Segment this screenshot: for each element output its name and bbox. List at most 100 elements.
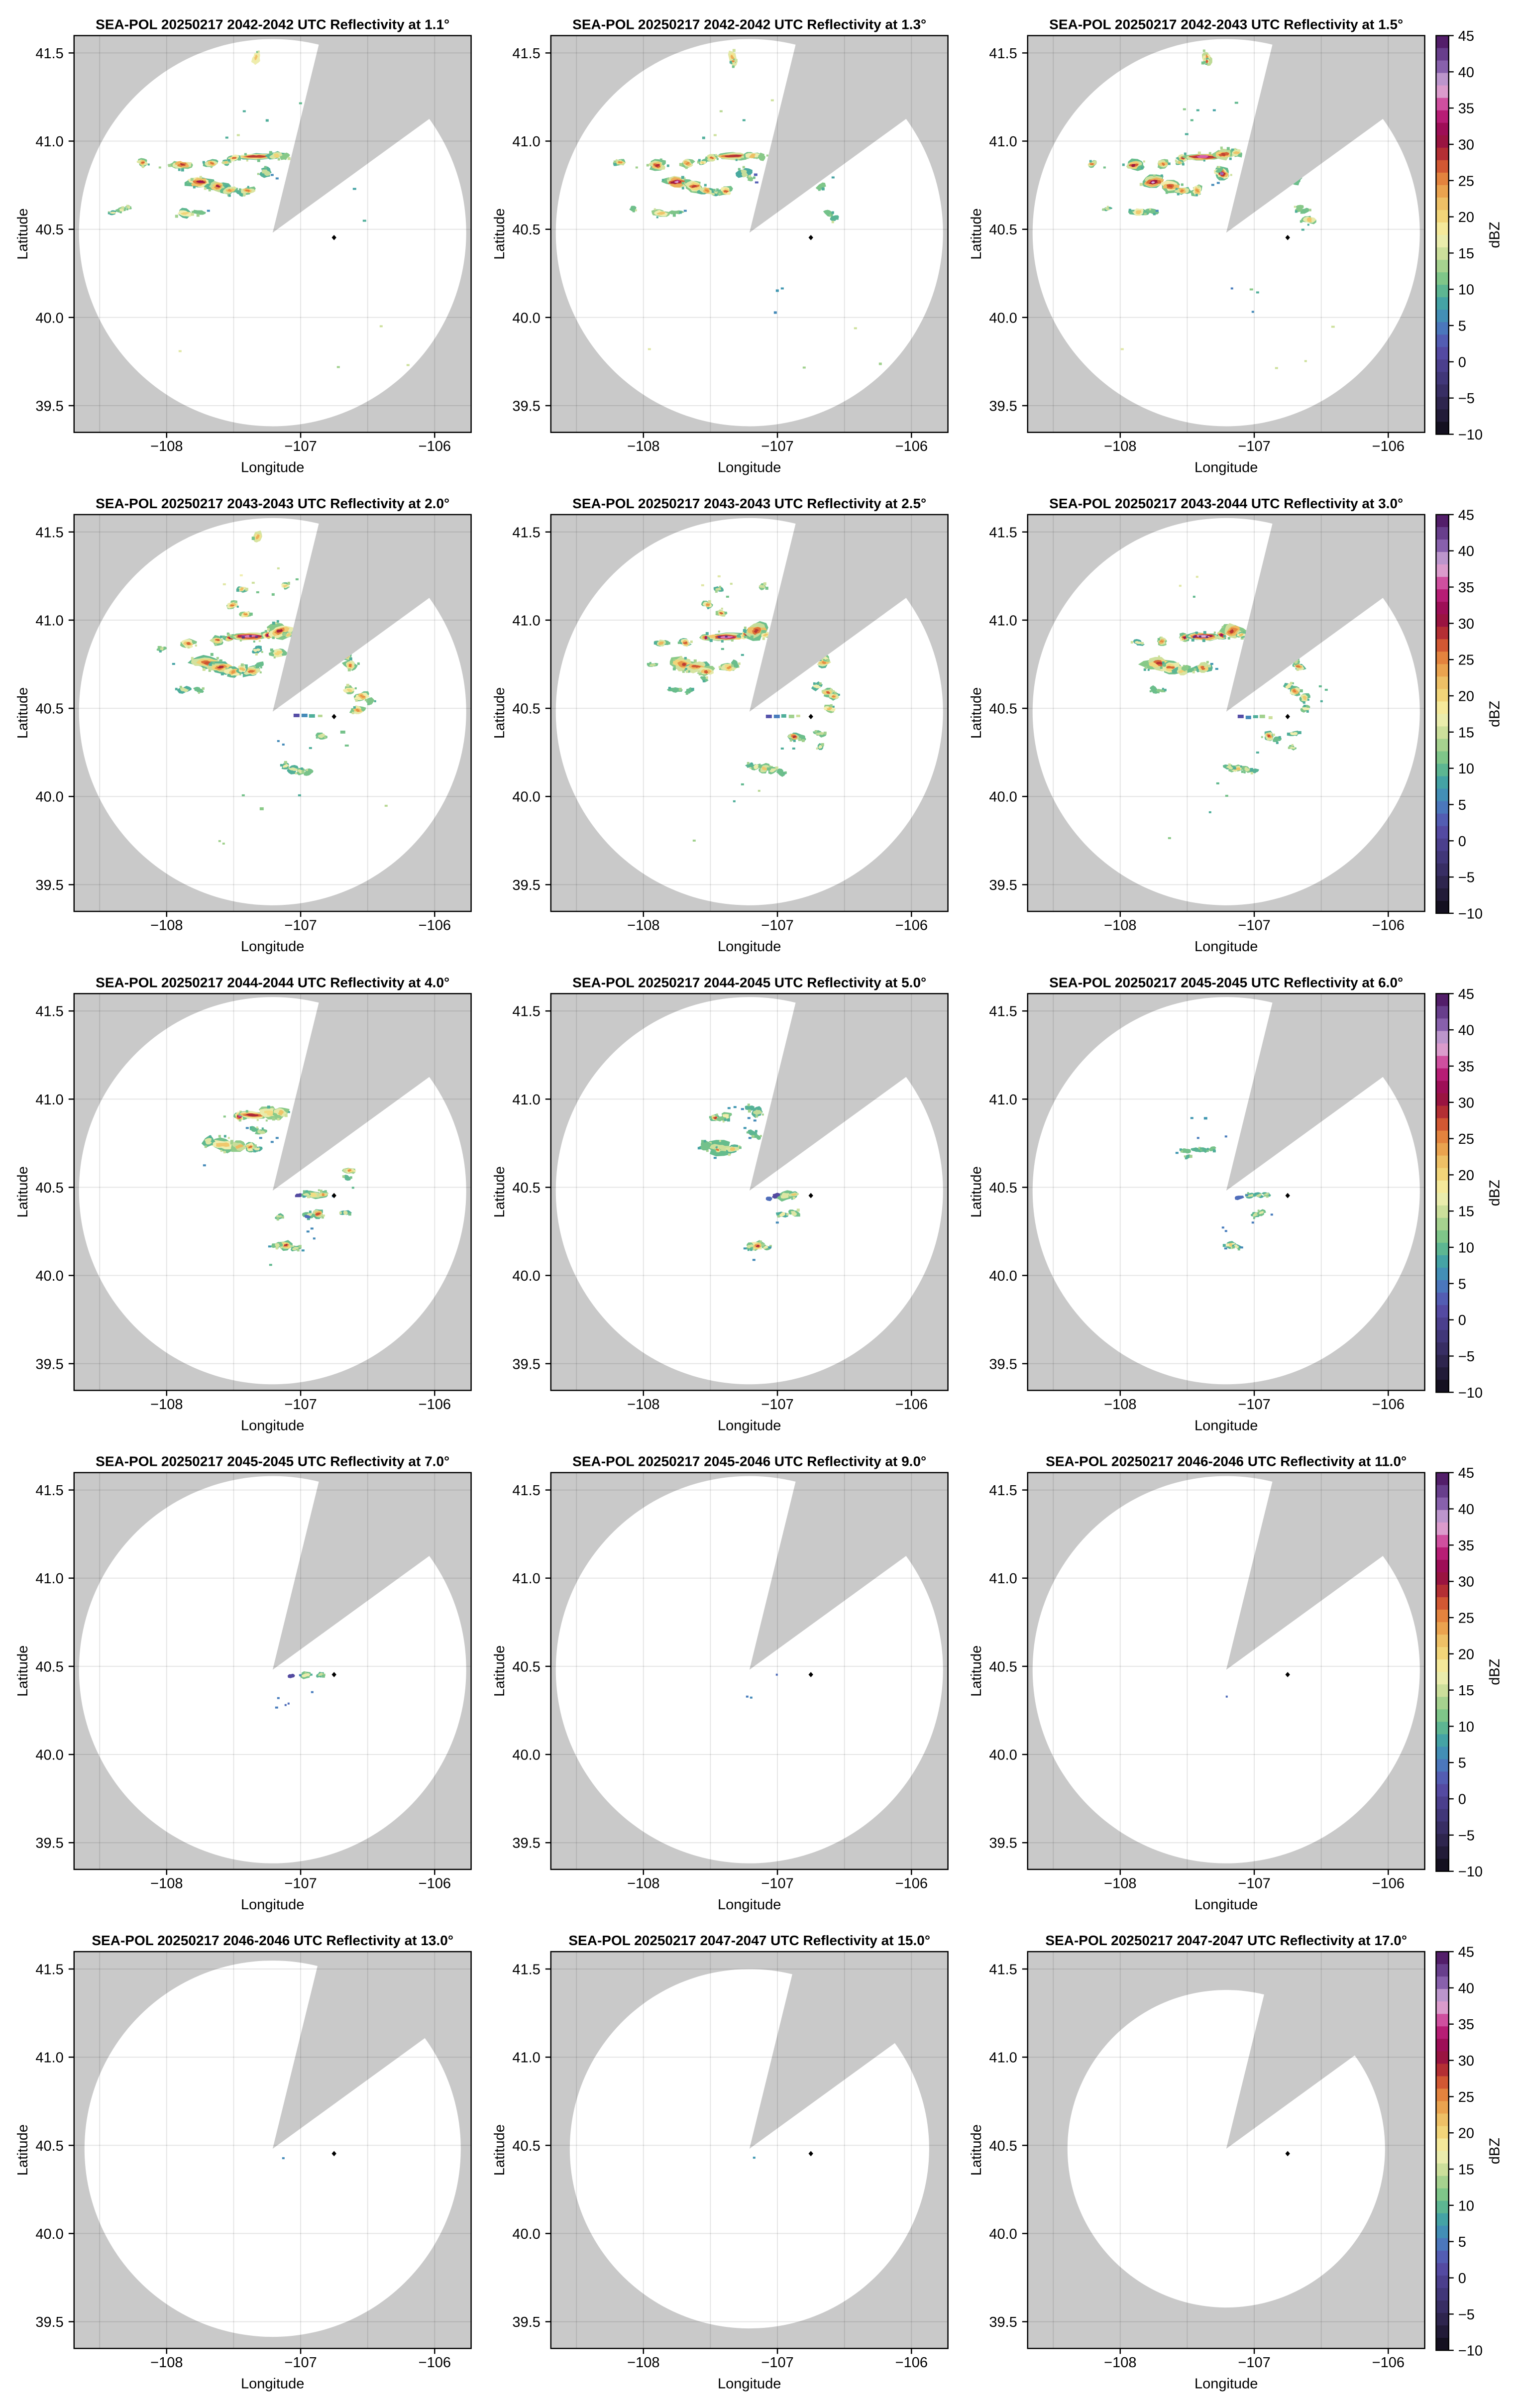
svg-text:41.5: 41.5	[35, 525, 63, 541]
svg-text:−107: −107	[1238, 2355, 1270, 2371]
svg-text:5: 5	[1458, 319, 1466, 334]
svg-text:40.0: 40.0	[512, 1268, 540, 1284]
svg-text:41.5: 41.5	[989, 46, 1017, 62]
svg-text:40.5: 40.5	[989, 2138, 1017, 2154]
svg-text:39.5: 39.5	[512, 877, 540, 893]
svg-text:30: 30	[1458, 1095, 1474, 1111]
svg-text:40.0: 40.0	[989, 1268, 1017, 1284]
svg-text:−108: −108	[150, 1875, 183, 1891]
svg-text:SEA-POL 20250217 2045-2046 UTC: SEA-POL 20250217 2045-2046 UTC Reflectiv…	[572, 1454, 926, 1469]
svg-text:41.5: 41.5	[989, 1962, 1017, 1978]
svg-text:40: 40	[1458, 65, 1474, 81]
svg-text:40.0: 40.0	[35, 789, 63, 805]
svg-text:SEA-POL 20250217 2042-2042 UTC: SEA-POL 20250217 2042-2042 UTC Reflectiv…	[96, 17, 449, 32]
svg-text:−107: −107	[284, 1875, 317, 1891]
svg-text:40.5: 40.5	[989, 1180, 1017, 1196]
svg-text:39.5: 39.5	[989, 399, 1017, 415]
svg-text:SEA-POL 20250217 2047-2047 UTC: SEA-POL 20250217 2047-2047 UTC Reflectiv…	[568, 1933, 930, 1948]
svg-text:−5: −5	[1458, 391, 1475, 407]
svg-text:40.0: 40.0	[512, 789, 540, 805]
svg-text:Longitude: Longitude	[1194, 460, 1258, 476]
svg-text:Latitude: Latitude	[969, 1645, 984, 1697]
svg-text:40.5: 40.5	[512, 1180, 540, 1196]
svg-text:Longitude: Longitude	[241, 939, 304, 955]
svg-text:40.5: 40.5	[35, 2138, 63, 2154]
svg-text:−108: −108	[150, 1397, 183, 1413]
svg-text:5: 5	[1458, 1276, 1466, 1292]
svg-text:−10: −10	[1458, 1864, 1483, 1880]
svg-text:Longitude: Longitude	[718, 1897, 781, 1913]
svg-text:15: 15	[1458, 1204, 1474, 1220]
svg-text:25: 25	[1458, 1611, 1474, 1627]
svg-text:41.0: 41.0	[512, 134, 540, 150]
svg-text:−106: −106	[1372, 438, 1405, 454]
svg-text:dBZ: dBZ	[1487, 221, 1503, 248]
svg-text:Latitude: Latitude	[969, 687, 984, 739]
svg-text:Latitude: Latitude	[969, 1166, 984, 1217]
svg-text:Latitude: Latitude	[969, 208, 984, 259]
svg-text:SEA-POL 20250217 2044-2045 UTC: SEA-POL 20250217 2044-2045 UTC Reflectiv…	[572, 975, 926, 990]
svg-text:40.5: 40.5	[35, 1180, 63, 1196]
svg-text:41.5: 41.5	[35, 1483, 63, 1499]
svg-text:45: 45	[1458, 1945, 1474, 1961]
svg-text:SEA-POL 20250217 2043-2044 UTC: SEA-POL 20250217 2043-2044 UTC Reflectiv…	[1049, 496, 1403, 511]
svg-text:−108: −108	[627, 438, 659, 454]
svg-text:SEA-POL 20250217 2045-2045 UTC: SEA-POL 20250217 2045-2045 UTC Reflectiv…	[96, 1454, 449, 1469]
svg-text:10: 10	[1458, 1719, 1474, 1735]
svg-text:40.5: 40.5	[989, 222, 1017, 238]
svg-text:40.0: 40.0	[512, 310, 540, 326]
svg-text:15: 15	[1458, 1683, 1474, 1699]
svg-text:41.5: 41.5	[35, 1004, 63, 1020]
svg-text:40.5: 40.5	[35, 1659, 63, 1675]
svg-text:5: 5	[1458, 1755, 1466, 1771]
svg-text:Latitude: Latitude	[15, 2124, 31, 2176]
svg-text:41.0: 41.0	[989, 134, 1017, 150]
svg-text:−106: −106	[419, 918, 451, 934]
svg-text:40.0: 40.0	[512, 2226, 540, 2242]
svg-text:41.0: 41.0	[989, 1571, 1017, 1587]
svg-text:−106: −106	[895, 438, 928, 454]
svg-text:40.5: 40.5	[512, 222, 540, 238]
svg-text:Longitude: Longitude	[718, 939, 781, 955]
svg-text:5: 5	[1458, 2234, 1466, 2250]
svg-text:−108: −108	[1104, 2355, 1136, 2371]
svg-text:−107: −107	[284, 438, 317, 454]
svg-text:39.5: 39.5	[35, 2314, 63, 2330]
svg-text:−106: −106	[419, 1875, 451, 1891]
svg-text:10: 10	[1458, 761, 1474, 777]
svg-text:41.0: 41.0	[512, 1092, 540, 1108]
svg-text:SEA-POL 20250217 2042-2043 UTC: SEA-POL 20250217 2042-2043 UTC Reflectiv…	[1049, 17, 1403, 32]
svg-text:0: 0	[1458, 1313, 1466, 1328]
svg-text:−106: −106	[895, 1397, 928, 1413]
svg-text:10: 10	[1458, 1240, 1474, 1256]
svg-text:25: 25	[1458, 2089, 1474, 2105]
svg-text:39.5: 39.5	[35, 1356, 63, 1372]
svg-text:40.5: 40.5	[512, 2138, 540, 2154]
svg-text:Longitude: Longitude	[1194, 939, 1258, 955]
svg-text:−108: −108	[1104, 918, 1136, 934]
svg-text:40.0: 40.0	[989, 2226, 1017, 2242]
svg-text:41.5: 41.5	[512, 1962, 540, 1978]
svg-text:41.5: 41.5	[35, 46, 63, 62]
svg-text:41.5: 41.5	[512, 1483, 540, 1499]
svg-text:Latitude: Latitude	[492, 687, 508, 739]
svg-text:Latitude: Latitude	[15, 1645, 31, 1697]
svg-text:41.0: 41.0	[512, 1571, 540, 1587]
svg-text:20: 20	[1458, 2126, 1474, 2142]
svg-text:SEA-POL 20250217 2046-2046 UTC: SEA-POL 20250217 2046-2046 UTC Reflectiv…	[1046, 1454, 1407, 1469]
svg-text:SEA-POL 20250217 2042-2042 UTC: SEA-POL 20250217 2042-2042 UTC Reflectiv…	[572, 17, 926, 32]
svg-text:SEA-POL 20250217 2043-2043 UTC: SEA-POL 20250217 2043-2043 UTC Reflectiv…	[96, 496, 449, 511]
svg-text:−107: −107	[284, 1397, 317, 1413]
svg-text:−106: −106	[895, 1875, 928, 1891]
svg-text:41.5: 41.5	[512, 1004, 540, 1020]
svg-text:−106: −106	[419, 2355, 451, 2371]
svg-text:−107: −107	[1238, 918, 1270, 934]
svg-text:40.5: 40.5	[35, 701, 63, 717]
svg-text:45: 45	[1458, 986, 1474, 1002]
svg-text:40.0: 40.0	[35, 1748, 63, 1763]
svg-text:−107: −107	[1238, 1875, 1270, 1891]
svg-text:20: 20	[1458, 210, 1474, 225]
svg-text:−5: −5	[1458, 1349, 1475, 1365]
svg-text:30: 30	[1458, 2053, 1474, 2069]
svg-text:dBZ: dBZ	[1487, 1659, 1503, 1685]
